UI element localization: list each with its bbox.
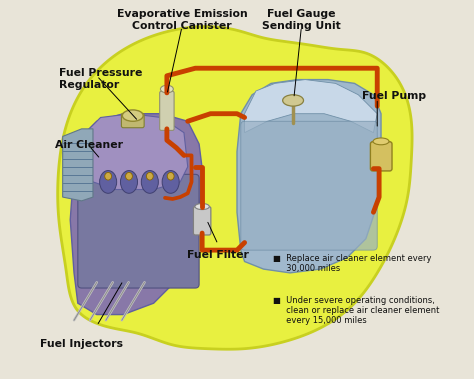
Ellipse shape xyxy=(126,172,132,180)
Text: Fuel Pressure
Regulator: Fuel Pressure Regulator xyxy=(59,68,142,90)
Text: ■  Replace air cleaner element every
     30,000 miles: ■ Replace air cleaner element every 30,0… xyxy=(273,254,431,273)
Ellipse shape xyxy=(100,171,117,193)
FancyBboxPatch shape xyxy=(78,174,199,288)
Ellipse shape xyxy=(141,171,158,193)
FancyBboxPatch shape xyxy=(160,91,174,130)
Ellipse shape xyxy=(283,95,303,106)
Ellipse shape xyxy=(162,171,179,193)
Polygon shape xyxy=(237,80,381,273)
Text: Air Cleaner: Air Cleaner xyxy=(55,140,123,150)
Ellipse shape xyxy=(167,172,174,180)
Ellipse shape xyxy=(373,138,389,145)
Ellipse shape xyxy=(160,85,173,93)
Polygon shape xyxy=(58,27,412,349)
Text: Fuel Gauge
Sending Unit: Fuel Gauge Sending Unit xyxy=(262,9,341,31)
FancyBboxPatch shape xyxy=(370,142,392,171)
Polygon shape xyxy=(245,80,377,133)
Ellipse shape xyxy=(146,172,153,180)
Polygon shape xyxy=(70,114,203,315)
Ellipse shape xyxy=(105,172,111,180)
Polygon shape xyxy=(85,114,188,190)
Polygon shape xyxy=(63,129,93,201)
Text: ■  Under severe operating conditions,
     clean or replace air cleaner element
: ■ Under severe operating conditions, cle… xyxy=(273,296,439,326)
Ellipse shape xyxy=(120,171,137,193)
FancyBboxPatch shape xyxy=(241,121,377,250)
FancyBboxPatch shape xyxy=(193,207,211,235)
Text: Evaporative Emission
Control Canister: Evaporative Emission Control Canister xyxy=(117,9,247,31)
Text: Fuel Pump: Fuel Pump xyxy=(362,91,426,101)
Ellipse shape xyxy=(195,204,210,210)
Text: Fuel Injectors: Fuel Injectors xyxy=(40,339,123,349)
Ellipse shape xyxy=(122,110,143,121)
Text: Fuel Filter: Fuel Filter xyxy=(187,250,249,260)
FancyBboxPatch shape xyxy=(121,113,144,128)
